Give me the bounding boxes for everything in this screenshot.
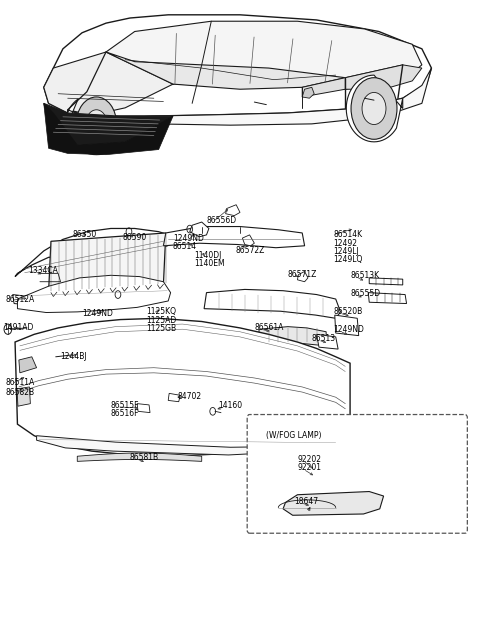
Text: 86515F: 86515F <box>111 401 139 410</box>
Polygon shape <box>302 65 403 97</box>
Text: 14160: 14160 <box>218 401 242 410</box>
Text: 86555D: 86555D <box>350 289 380 298</box>
Polygon shape <box>258 327 326 346</box>
Polygon shape <box>204 289 340 318</box>
Text: 86514K: 86514K <box>333 230 362 239</box>
Polygon shape <box>48 233 166 293</box>
Text: 86581B: 86581B <box>130 453 159 462</box>
Polygon shape <box>346 75 403 142</box>
Polygon shape <box>44 104 173 145</box>
Text: 1491AD: 1491AD <box>3 323 34 332</box>
Polygon shape <box>19 357 36 373</box>
Text: 86512A: 86512A <box>5 294 35 303</box>
Polygon shape <box>15 228 173 276</box>
Polygon shape <box>44 15 432 116</box>
Polygon shape <box>226 204 240 215</box>
Text: 12492: 12492 <box>333 239 357 248</box>
Text: 86582B: 86582B <box>5 388 35 397</box>
Text: 1249ND: 1249ND <box>173 233 204 242</box>
Text: 1125GB: 1125GB <box>147 324 177 333</box>
Text: 86520B: 86520B <box>333 307 362 316</box>
Polygon shape <box>17 275 170 312</box>
Polygon shape <box>44 104 173 155</box>
Text: 86561A: 86561A <box>254 323 284 332</box>
Polygon shape <box>44 52 173 116</box>
Polygon shape <box>77 453 202 462</box>
Text: 86511A: 86511A <box>5 378 35 387</box>
Text: 18647: 18647 <box>294 496 318 505</box>
Polygon shape <box>368 293 407 303</box>
Text: 92201: 92201 <box>298 464 322 473</box>
FancyBboxPatch shape <box>247 415 468 533</box>
Text: 1334CA: 1334CA <box>28 266 59 275</box>
Polygon shape <box>106 52 345 89</box>
Polygon shape <box>87 21 422 92</box>
Text: 84702: 84702 <box>178 392 202 401</box>
Text: 1125AD: 1125AD <box>147 316 177 325</box>
Text: 1249LQ: 1249LQ <box>333 255 363 264</box>
Text: 1249LJ: 1249LJ <box>333 247 359 256</box>
Circle shape <box>362 93 386 125</box>
Polygon shape <box>68 68 432 125</box>
Polygon shape <box>369 278 403 285</box>
Text: 1140EM: 1140EM <box>194 259 225 268</box>
Polygon shape <box>317 334 338 349</box>
Text: 86513: 86513 <box>312 334 336 343</box>
Text: 1244BJ: 1244BJ <box>60 352 87 361</box>
Polygon shape <box>15 318 350 457</box>
Text: 86571Z: 86571Z <box>288 270 317 279</box>
Circle shape <box>351 78 397 140</box>
Text: (W/FOG LAMP): (W/FOG LAMP) <box>266 431 322 440</box>
Text: 86514: 86514 <box>173 242 197 251</box>
Polygon shape <box>302 87 314 98</box>
Circle shape <box>86 110 107 138</box>
Polygon shape <box>335 315 359 336</box>
Polygon shape <box>12 294 35 305</box>
Text: 86572Z: 86572Z <box>235 246 264 255</box>
Polygon shape <box>242 235 254 246</box>
Polygon shape <box>163 226 305 248</box>
Text: 92202: 92202 <box>298 455 322 464</box>
Polygon shape <box>65 99 126 155</box>
Text: 1249ND: 1249ND <box>82 309 113 318</box>
Text: 1125KQ: 1125KQ <box>147 307 177 316</box>
Text: 86590: 86590 <box>123 233 147 242</box>
Text: 86516F: 86516F <box>111 410 139 419</box>
Polygon shape <box>283 491 384 515</box>
Polygon shape <box>168 394 180 402</box>
Polygon shape <box>17 387 30 406</box>
Text: 86350: 86350 <box>72 230 97 239</box>
Text: 86513K: 86513K <box>350 271 379 280</box>
Polygon shape <box>36 436 338 455</box>
Circle shape <box>76 97 117 151</box>
Text: 86556D: 86556D <box>206 215 237 224</box>
Polygon shape <box>190 222 209 237</box>
Polygon shape <box>137 404 150 413</box>
Text: 1140DJ: 1140DJ <box>194 251 222 260</box>
Polygon shape <box>298 271 308 282</box>
Text: 1249ND: 1249ND <box>333 325 364 334</box>
Polygon shape <box>345 65 422 89</box>
